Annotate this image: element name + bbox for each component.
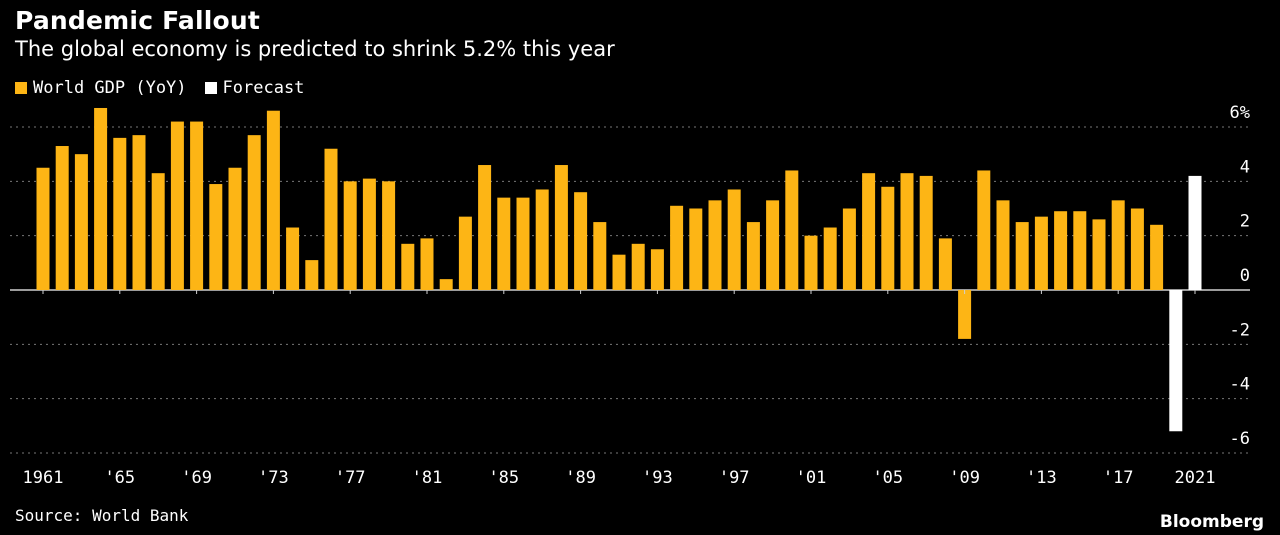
y-tick-label: 6% [1230,103,1250,123]
x-tick-label: '09 [949,468,980,488]
legend: World GDP (YoY) Forecast [15,78,322,98]
y-tick-label: -2 [1230,320,1250,340]
bar-gdp [574,192,588,290]
bar-gdp [228,167,242,290]
bar-gdp [343,181,357,290]
bar-gdp [804,235,818,290]
x-tick-label: '77 [335,468,366,488]
x-tick-label: '01 [796,468,827,488]
x-tick-label: '73 [258,468,289,488]
bar-gdp [55,146,69,290]
bar-gdp [650,249,664,290]
x-tick-label: '97 [719,468,750,488]
x-axis: 1961 '65 '69 '73 '77 '81 '85 '89 '93 '97 '01 '05 '09… [23,290,1216,488]
bar-gdp [535,189,549,290]
bar-gdp [766,200,780,290]
legend-label-forecast: Forecast [222,78,305,98]
bar-gdp [554,165,568,290]
x-tick-label: '93 [642,468,673,488]
x-tick-label: '05 [872,468,903,488]
bar-gdp [266,110,280,290]
y-tick-label: 0 [1240,266,1250,286]
bar-gdp [631,243,645,290]
bar-gdp [401,243,415,290]
bar-gdp [516,197,530,290]
bar-gdp [247,135,261,290]
bar-gdp [362,178,376,290]
x-tick-label: 1961 [23,468,64,488]
bar-gdp [593,222,607,290]
bar-gdp [170,121,184,290]
bar-gdp [823,227,837,290]
y-tick-label: -4 [1230,375,1250,395]
bar-gdp [612,254,626,290]
bar-forecast [1188,175,1202,290]
legend-swatch-forecast [204,82,217,94]
bar-gdp [420,238,434,290]
bar-gdp [727,189,741,290]
x-tick-label: '89 [565,468,596,488]
x-tick-label: '85 [488,468,519,488]
bars [36,107,1202,432]
bar-gdp [958,290,972,339]
bar-gdp [1015,222,1029,290]
y-axis: 6% 4 2 0 -2 -4 -6 [1230,103,1250,449]
bar-gdp [996,200,1010,290]
bar-gdp [132,135,146,290]
bar-gdp [1111,200,1125,290]
x-tick-label: '69 [181,468,212,488]
bar-gdp [305,260,319,290]
bar-forecast [1169,290,1183,432]
source-note: Source: World Bank [15,506,189,525]
bar-gdp [209,184,223,290]
bar-gdp [977,170,991,290]
legend-item-forecast: Forecast [204,78,305,98]
bar-gdp [670,205,684,290]
bar-gdp [497,197,511,290]
x-tick-label: '17 [1103,468,1134,488]
bar-gdp [458,216,472,290]
x-tick-label: '81 [412,468,443,488]
bar-gdp [785,170,799,290]
bar-gdp [1150,224,1164,290]
y-tick-label: -6 [1230,429,1250,449]
x-tick-label: '65 [104,468,135,488]
bar-gdp [94,107,108,290]
y-tick-label: 2 [1240,212,1250,232]
bar-gdp [1092,219,1106,290]
bar-gdp [1034,216,1048,290]
bar-gdp [324,148,338,290]
bar-gdp [746,222,760,290]
chart-subtitle: The global economy is predicted to shrin… [15,37,615,61]
bar-gdp [842,208,856,290]
bar-gdp [862,173,876,290]
bar-gdp [708,200,722,290]
bar-gdp [382,181,396,290]
bar-gdp [1130,208,1144,290]
bar-gdp [478,165,492,290]
bar-gdp [1054,211,1068,290]
bar-gdp [439,279,453,290]
bar-gdp [151,173,165,290]
bar-gdp [689,208,703,290]
x-tick-label: '13 [1026,468,1057,488]
bar-gdp [74,154,88,290]
bar-gdp [919,175,933,290]
legend-swatch-gdp [15,82,27,94]
x-tick-label: 2021 [1175,468,1216,488]
y-tick-label: 4 [1240,157,1250,177]
bar-gdp [286,227,300,290]
bar-gdp [190,121,204,290]
legend-label-gdp: World GDP (YoY) [33,78,187,98]
brand-logo: Bloomberg [1159,512,1264,532]
chart-title: Pandemic Fallout [15,6,261,35]
bar-gdp [900,173,914,290]
bar-gdp [36,167,50,290]
bar-gdp [881,186,895,290]
bar-gdp [113,137,127,290]
bar-gdp [938,238,952,290]
bar-gdp [1073,211,1087,290]
legend-item-gdp: World GDP (YoY) [15,78,187,98]
